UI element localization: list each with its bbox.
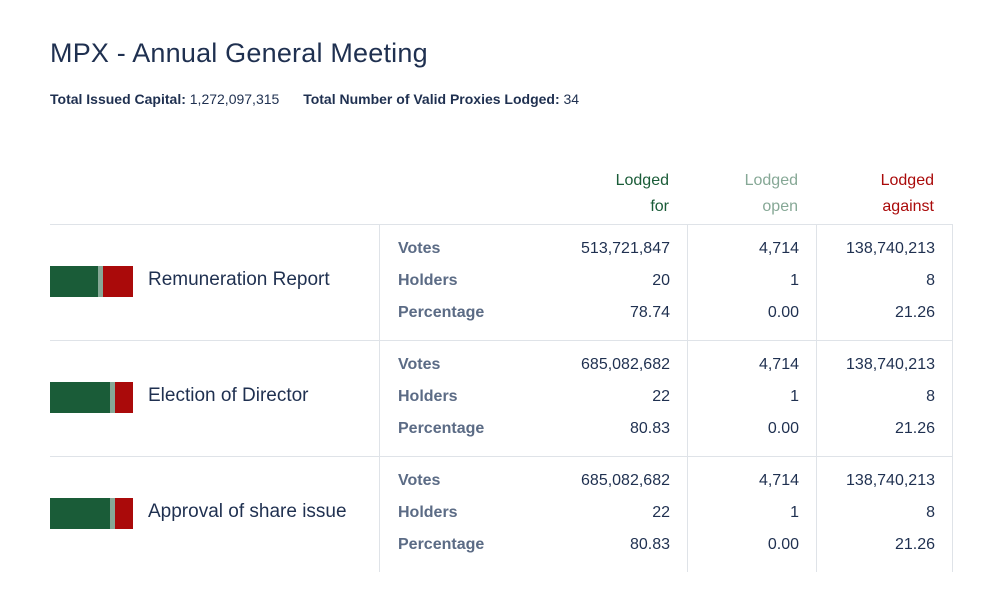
metric-label-holders: Holders <box>398 272 458 289</box>
column-divider <box>952 341 953 456</box>
vote-split-bar <box>50 266 133 297</box>
column-divider <box>816 225 817 340</box>
bar-segment-open <box>109 498 115 529</box>
bar-segment-for <box>50 498 110 529</box>
votes-open-value: 4,714 <box>758 472 799 489</box>
column-divider <box>816 457 817 572</box>
column-header-lodged-against: Lodged against <box>881 168 934 220</box>
metric-label-holders: Holders <box>398 388 458 405</box>
holders-against-value: 8 <box>926 504 935 521</box>
resolution-name: Election of Director <box>148 385 309 406</box>
bar-segment-for <box>50 266 99 297</box>
holders-open-value: 1 <box>790 272 799 289</box>
percentage-for-value: 80.83 <box>629 420 670 437</box>
votes-for-value: 513,721,847 <box>581 240 670 257</box>
holders-open-value: 1 <box>790 388 799 405</box>
column-divider <box>379 457 380 572</box>
column-divider <box>687 341 688 456</box>
column-header-lodged-for: Lodged for <box>616 168 669 220</box>
percentage-open-value: 0.00 <box>767 420 799 437</box>
resolution-row: Remuneration Report Votes Holders Percen… <box>50 225 953 341</box>
metric-label-percentage: Percentage <box>398 420 485 437</box>
bar-segment-for <box>50 382 110 413</box>
votes-for-value: 685,082,682 <box>581 472 670 489</box>
votes-open-value: 4,714 <box>758 356 799 373</box>
bar-segment-against <box>114 498 133 529</box>
percentage-against-value: 21.26 <box>894 304 935 321</box>
page-title: MPX - Annual General Meeting <box>50 38 428 68</box>
percentage-for-value: 80.83 <box>629 536 670 553</box>
percentage-against-value: 21.26 <box>894 420 935 437</box>
metric-label-votes: Votes <box>398 472 441 489</box>
column-divider <box>687 457 688 572</box>
resolution-row: Approval of share issue Votes Holders Pe… <box>50 457 953 572</box>
column-divider <box>687 225 688 340</box>
issued-capital-label: Total Issued Capital: <box>50 91 186 107</box>
holders-for-value: 22 <box>652 388 670 405</box>
column-header-line: Lodged <box>880 172 934 189</box>
valid-proxies-value: 34 <box>563 91 580 107</box>
metric-label-holders: Holders <box>398 504 458 521</box>
votes-for-value: 685,082,682 <box>581 356 670 373</box>
votes-open-value: 4,714 <box>758 240 799 257</box>
column-divider <box>379 341 380 456</box>
vote-split-bar <box>50 382 133 413</box>
column-header-line: Lodged <box>615 172 669 189</box>
holders-for-value: 22 <box>652 504 670 521</box>
votes-against-value: 138,740,213 <box>846 356 935 373</box>
column-header-line: for <box>650 198 669 215</box>
valid-proxies: Total Number of Valid Proxies Lodged: 34 <box>303 91 579 107</box>
bar-segment-open <box>109 382 115 413</box>
percentage-open-value: 0.00 <box>767 304 799 321</box>
holders-against-value: 8 <box>926 388 935 405</box>
holders-for-value: 20 <box>652 272 670 289</box>
percentage-for-value: 78.74 <box>629 304 670 321</box>
column-header-line: against <box>882 198 934 215</box>
meeting-summary: Total Issued Capital: 1,272,097,315 Tota… <box>50 91 599 107</box>
column-header-line: open <box>762 198 798 215</box>
bar-segment-against <box>114 382 133 413</box>
issued-capital-value: 1,272,097,315 <box>189 91 280 107</box>
proxy-results-table: Remuneration Report Votes Holders Percen… <box>50 224 953 572</box>
holders-open-value: 1 <box>790 504 799 521</box>
column-divider <box>952 457 953 572</box>
column-divider <box>952 225 953 340</box>
percentage-against-value: 21.26 <box>894 536 935 553</box>
metric-label-percentage: Percentage <box>398 304 485 321</box>
metric-label-percentage: Percentage <box>398 536 485 553</box>
vote-split-bar <box>50 498 133 529</box>
column-divider <box>379 225 380 340</box>
resolution-name: Approval of share issue <box>148 501 347 522</box>
issued-capital: Total Issued Capital: 1,272,097,315 <box>50 91 279 107</box>
percentage-open-value: 0.00 <box>767 536 799 553</box>
resolution-name: Remuneration Report <box>148 269 330 290</box>
resolution-row: Election of Director Votes Holders Perce… <box>50 341 953 457</box>
holders-against-value: 8 <box>926 272 935 289</box>
bar-segment-open <box>98 266 104 297</box>
votes-against-value: 138,740,213 <box>846 240 935 257</box>
metric-label-votes: Votes <box>398 240 441 257</box>
votes-against-value: 138,740,213 <box>846 472 935 489</box>
bar-segment-against <box>103 266 133 297</box>
column-header-line: Lodged <box>744 172 798 189</box>
valid-proxies-label: Total Number of Valid Proxies Lodged: <box>303 91 560 107</box>
column-header-lodged-open: Lodged open <box>745 168 798 220</box>
metric-label-votes: Votes <box>398 356 441 373</box>
column-divider <box>816 341 817 456</box>
